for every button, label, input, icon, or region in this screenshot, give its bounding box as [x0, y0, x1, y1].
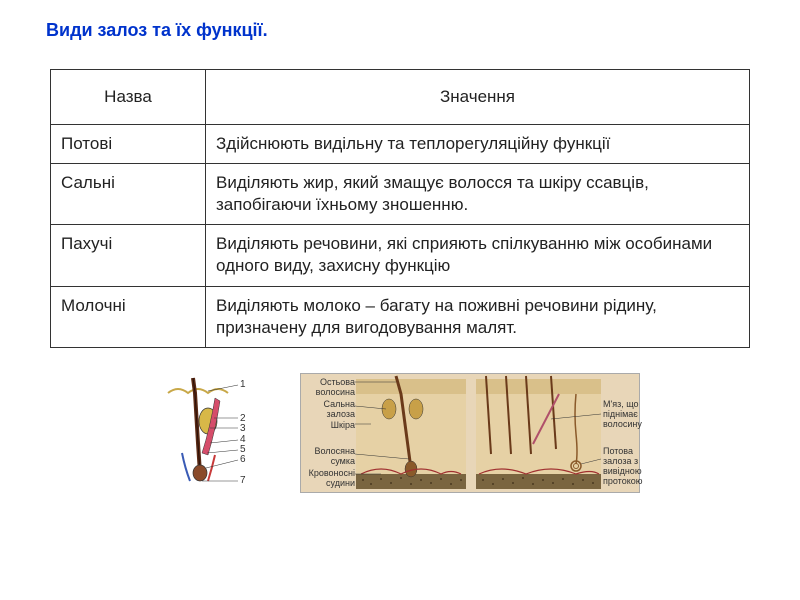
- page-title: Види залоз та їх функції.: [46, 20, 760, 41]
- skin-label-right-2: Потова залоза з вивідною протокою: [603, 446, 643, 486]
- table-row: Молочні Виділяють молоко – багату на пож…: [51, 286, 750, 347]
- hair-label-7: 7: [240, 475, 246, 486]
- table-row: Потові Здійснюють видільну та теплорегул…: [51, 125, 750, 164]
- skin-cross-section-diagram: Остьова волосина Сальна залоза Шкіра Вол…: [300, 373, 640, 493]
- cell-meaning: Виділяють молоко – багату на поживні реч…: [206, 286, 750, 347]
- cell-meaning: Здійснюють видільну та теплорегуляційну …: [206, 125, 750, 164]
- skin-label-right-1: М'яз, що піднімає волосину: [603, 399, 643, 429]
- cell-name: Сальні: [51, 164, 206, 225]
- figures-row: 1 2 3 4 5 6 7: [40, 373, 760, 493]
- hair-label-6: 6: [240, 454, 246, 465]
- cell-name: Пахучі: [51, 225, 206, 286]
- skin-label-left-1: Остьова волосина: [301, 377, 355, 397]
- table-header-meaning: Значення: [206, 70, 750, 125]
- hair-label-3: 3: [240, 423, 246, 434]
- cell-name: Потові: [51, 125, 206, 164]
- cell-meaning: Виділяють жир, який змащує волосся та шк…: [206, 164, 750, 225]
- hair-follicle-diagram: 1 2 3 4 5 6 7: [160, 373, 250, 493]
- table-header-name: Назва: [51, 70, 206, 125]
- table-row: Сальні Виділяють жир, який змащує волосс…: [51, 164, 750, 225]
- skin-label-left-5: Кровоносні судини: [301, 468, 355, 488]
- cell-meaning: Виділяють речовини, які сприяють спілкув…: [206, 225, 750, 286]
- hair-follicle-svg: [160, 373, 250, 493]
- table-row: Пахучі Виділяють речовини, які сприяють …: [51, 225, 750, 286]
- cell-name: Молочні: [51, 286, 206, 347]
- skin-label-left-3: Шкіра: [301, 420, 355, 430]
- glands-table: Назва Значення Потові Здійснюють видільн…: [50, 69, 750, 348]
- skin-label-left-2: Сальна залоза: [301, 399, 355, 419]
- skin-label-left-4: Волосяна сумка: [301, 446, 355, 466]
- hair-label-1: 1: [240, 379, 246, 390]
